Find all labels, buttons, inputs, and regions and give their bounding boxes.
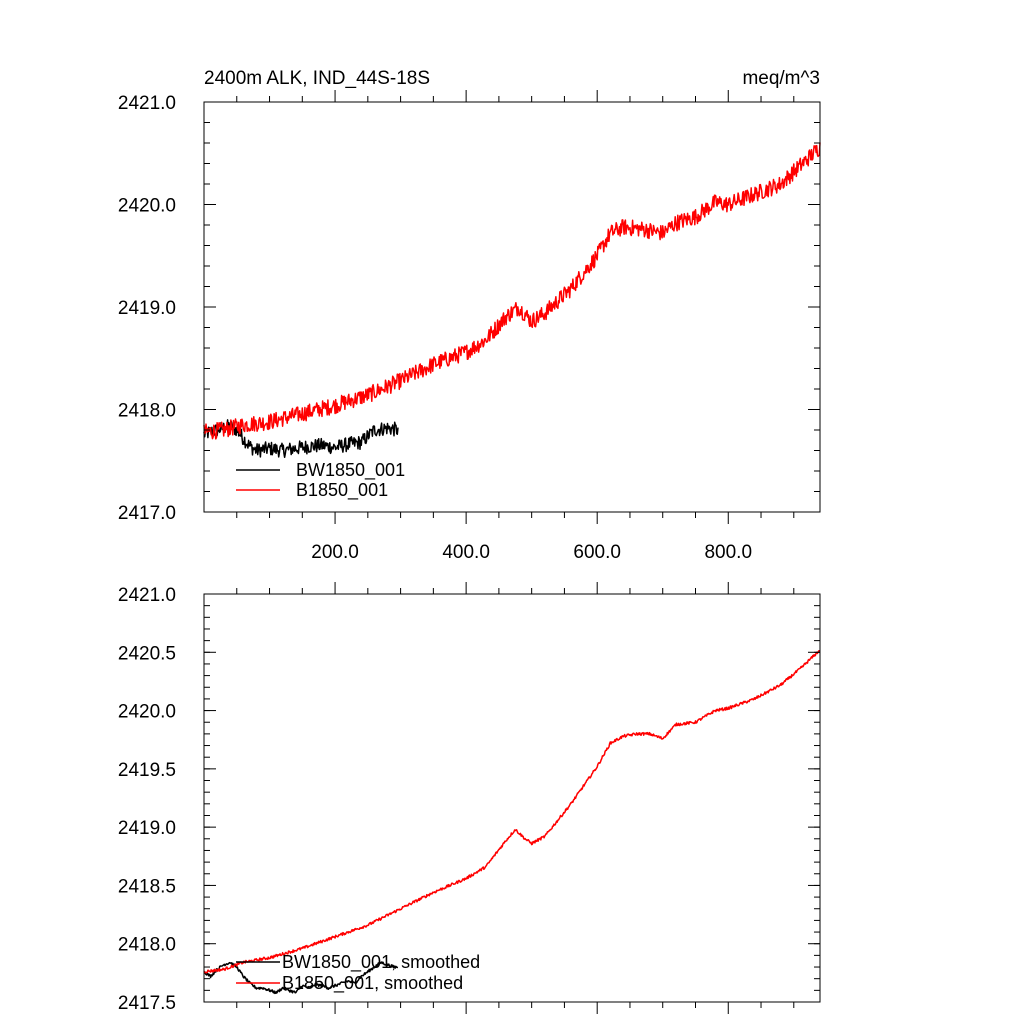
y-tick-label: 2421.0: [118, 93, 176, 114]
series-line-bw1850-001: [203, 419, 399, 459]
axes: 200.0 400.0 600.0 800.0 2417.0 2418.0 2419.0 24…: [118, 90, 821, 563]
legend-label-bw1850: BW1850_001: [296, 460, 405, 481]
y-tick-label: 2417.5: [118, 993, 176, 1014]
y-tick-label: 2418.0: [118, 935, 176, 956]
y-tick-label: 2420.0: [118, 702, 176, 723]
y-tick-label: 2418.0: [118, 401, 176, 422]
y-tick-label: 2417.0: [118, 503, 176, 524]
y-tick-label: 2419.5: [118, 760, 176, 781]
top-panel: 2400m ALK, IND_44S-18S meq/m^3 200.0 400.…: [118, 68, 821, 563]
y-tick-label: 2419.0: [118, 298, 176, 319]
legend: BW1850_001, smoothed B1850_001, smoothed: [236, 952, 480, 994]
series-line-b1850-001-smoothed: [203, 649, 821, 974]
series-layer: [203, 649, 821, 995]
legend-label-bw1850-smoothed: BW1850_001, smoothed: [282, 952, 480, 973]
legend-label-b1850-smoothed: B1850_001, smoothed: [282, 973, 463, 994]
series-line-b1850-001: [203, 142, 821, 440]
series-layer: [203, 142, 821, 459]
units-label: meq/m^3: [742, 68, 820, 89]
x-tick-label: 200.0: [311, 542, 359, 563]
y-tick-label: 2421.0: [118, 585, 176, 606]
y-tick-label: 2419.0: [118, 818, 176, 839]
y-tick-label: 2420.0: [118, 196, 176, 217]
legend-label-b1850: B1850_001: [296, 480, 388, 501]
y-tick-label: 2420.5: [118, 643, 176, 664]
panel-title: 2400m ALK, IND_44S-18S: [204, 68, 430, 89]
axes: 2417.5 2418.0 2418.5 2419.0 2419.5 2420.0 2420…: [118, 582, 821, 1014]
legend: BW1850_001 B1850_001: [236, 460, 405, 501]
y-tick-label: 2418.5: [118, 876, 176, 897]
bottom-panel: 2417.5 2418.0 2418.5 2419.0 2419.5 2420.0 2420…: [118, 582, 821, 1014]
x-tick-label: 600.0: [573, 542, 621, 563]
x-tick-label: 800.0: [704, 542, 752, 563]
plot-frame: [203, 593, 821, 1003]
x-tick-label: 400.0: [442, 542, 490, 563]
